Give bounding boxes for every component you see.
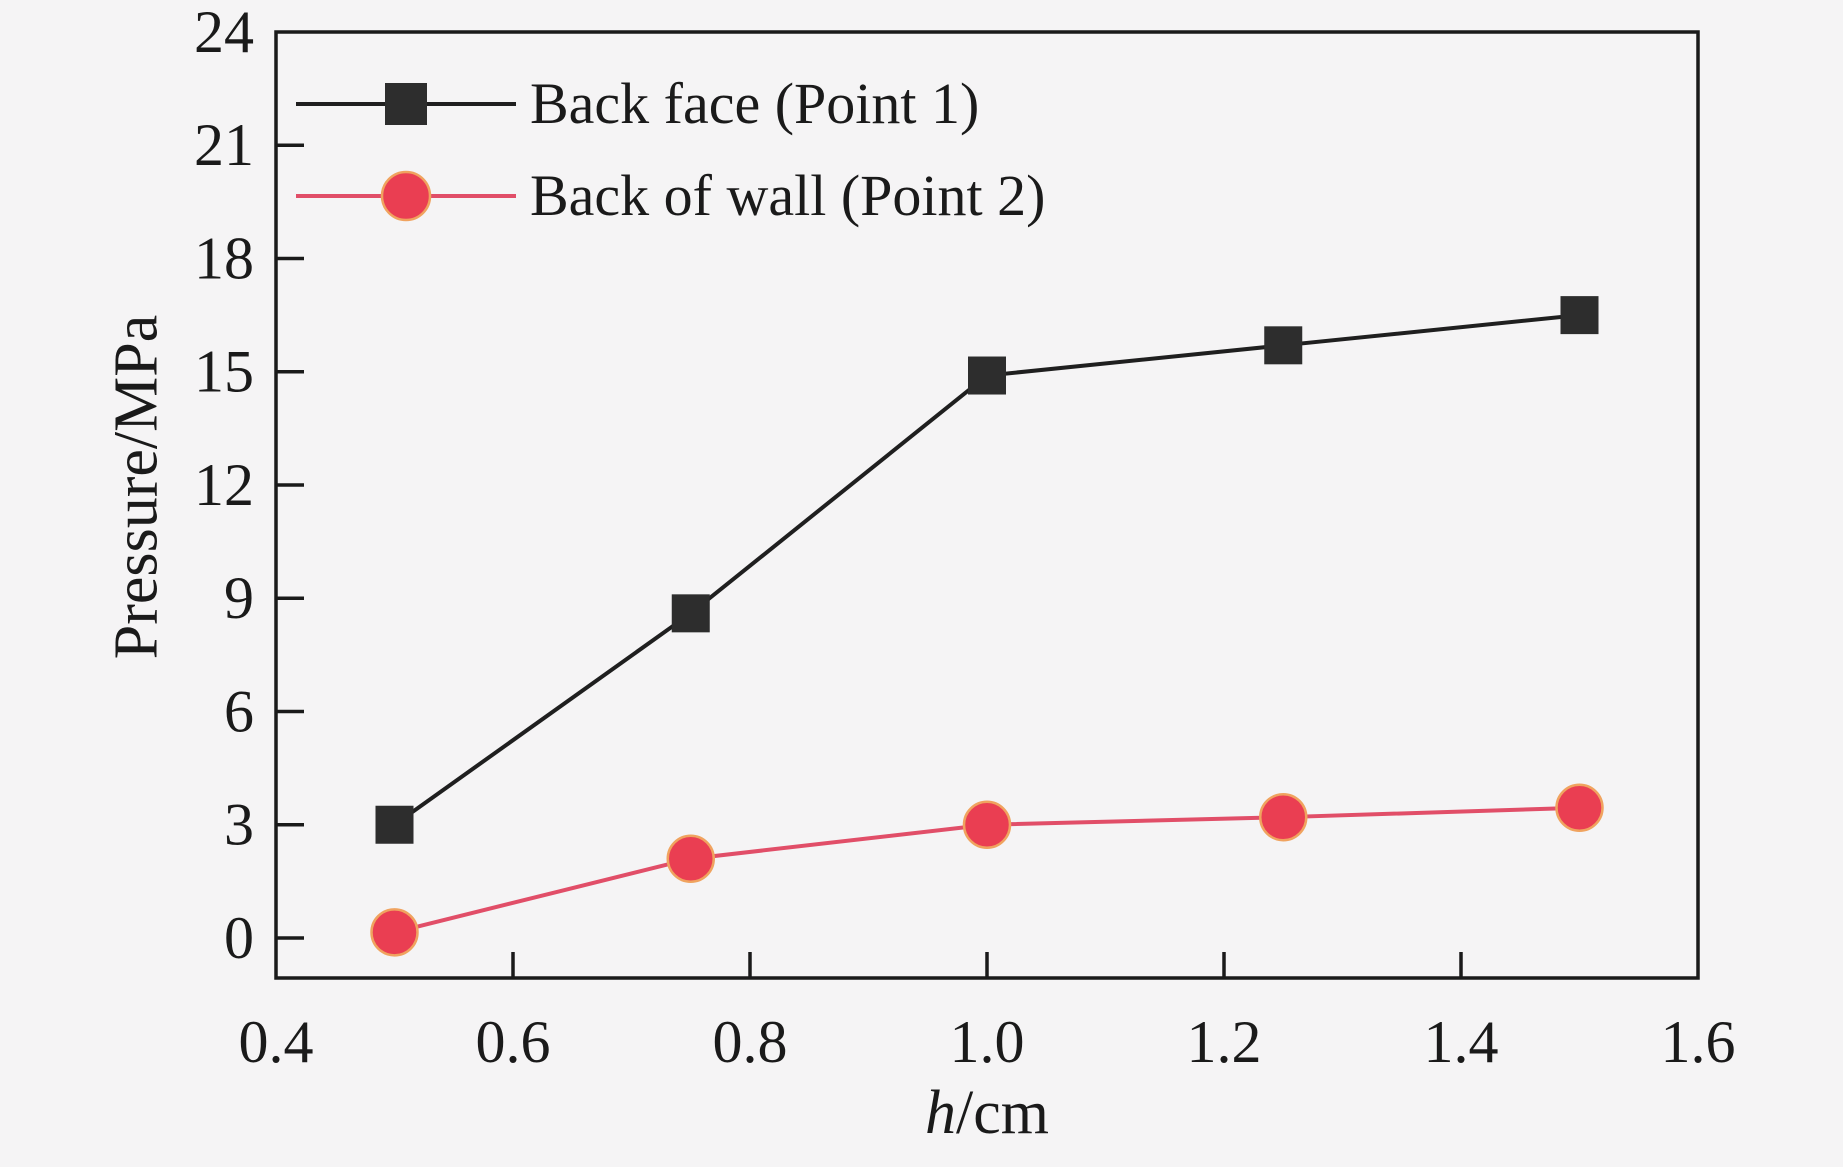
y-tick-label: 3 bbox=[224, 792, 254, 858]
y-tick-label: 24 bbox=[194, 0, 254, 65]
data-point-square-marker bbox=[671, 594, 710, 633]
y-tick-label: 0 bbox=[224, 905, 254, 971]
y-tick-label: 12 bbox=[194, 452, 254, 518]
data-point-square-marker bbox=[968, 356, 1006, 395]
y-tick-label: 21 bbox=[194, 112, 254, 178]
legend-swatch-circle-marker-icon bbox=[296, 168, 516, 224]
data-point-square-marker bbox=[375, 805, 414, 844]
legend-item: Back face (Point 1) bbox=[296, 58, 1045, 150]
y-tick-label: 6 bbox=[224, 678, 254, 744]
legend-circle-marker-icon bbox=[380, 170, 432, 222]
x-axis-title-variable: h bbox=[925, 1079, 957, 1147]
legend-swatch-graphic bbox=[296, 83, 516, 125]
x-tick-label: 0.6 bbox=[476, 1009, 551, 1075]
data-point-circle-marker bbox=[666, 834, 715, 883]
data-point-square-marker bbox=[1264, 326, 1303, 365]
y-tick-label: 9 bbox=[224, 565, 254, 631]
x-axis-title-unit: /cm bbox=[956, 1079, 1049, 1147]
y-tick-label: 18 bbox=[194, 225, 254, 291]
data-point-square-marker bbox=[1560, 296, 1599, 335]
x-tick-label: 0.4 bbox=[239, 1009, 314, 1075]
legend-item-label: Back of wall (Point 2) bbox=[530, 163, 1046, 228]
y-tick-label: 15 bbox=[194, 339, 254, 405]
x-tick-label: 1.6 bbox=[1661, 1009, 1736, 1075]
legend-swatch-square-marker-icon bbox=[296, 76, 516, 132]
x-tick-label: 0.8 bbox=[713, 1009, 788, 1075]
data-point-circle-marker bbox=[370, 908, 419, 957]
y-axis-title: Pressure/MPa bbox=[102, 314, 171, 660]
legend: Back face (Point 1) Back of wall (Point … bbox=[296, 58, 1045, 242]
legend-item: Back of wall (Point 2) bbox=[296, 150, 1045, 242]
legend-swatch-graphic bbox=[296, 170, 516, 222]
legend-item-label: Back face (Point 1) bbox=[530, 71, 980, 136]
data-point-circle-marker bbox=[1555, 783, 1604, 833]
legend-square-marker-icon bbox=[385, 83, 427, 125]
data-point-circle-marker bbox=[1259, 792, 1308, 842]
data-point-circle-marker bbox=[962, 800, 1012, 849]
x-tick-label: 1.2 bbox=[1187, 1009, 1262, 1075]
x-tick-label: 1.0 bbox=[950, 1009, 1025, 1075]
x-tick-label: 1.4 bbox=[1424, 1009, 1499, 1075]
x-axis-title: h/cm bbox=[925, 1078, 1049, 1149]
